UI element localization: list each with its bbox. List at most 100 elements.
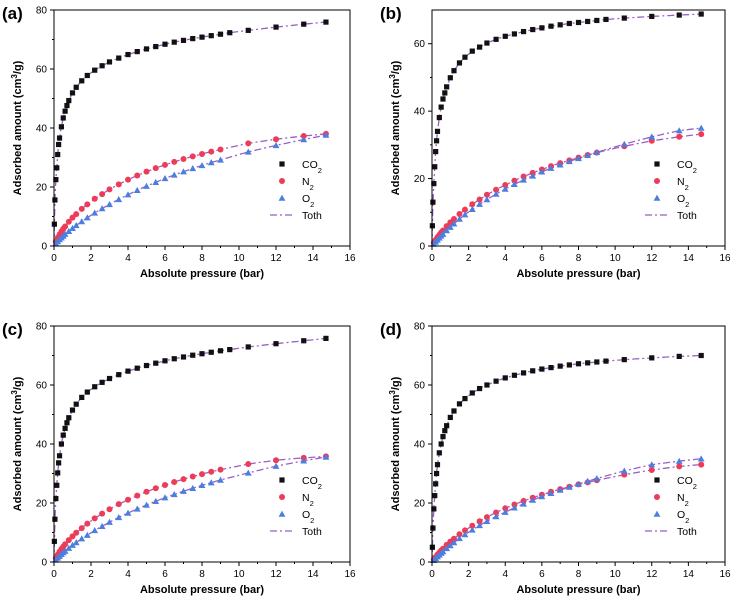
data-point-CO2 <box>444 423 450 429</box>
y-tick-label: 20 <box>36 183 48 194</box>
data-point-N2 <box>648 466 655 473</box>
legend-label: Toth <box>677 526 697 538</box>
legend-marker <box>654 178 660 184</box>
legend-label: N2 <box>677 176 689 192</box>
data-point-O2 <box>556 161 564 168</box>
data-point-N2 <box>180 476 187 483</box>
data-point-O2 <box>322 131 330 138</box>
data-point-O2 <box>91 209 99 216</box>
data-point-N2 <box>69 533 76 540</box>
x-tick-label: 16 <box>344 569 356 580</box>
data-point-O2 <box>443 545 451 552</box>
data-point-O2 <box>143 501 150 508</box>
data-point-N2 <box>476 196 483 203</box>
data-point-O2 <box>520 176 527 183</box>
y-tick-label: 0 <box>41 558 47 569</box>
data-point-CO2 <box>199 351 205 357</box>
data-point-CO2 <box>171 356 177 362</box>
data-point-CO2 <box>106 59 113 65</box>
data-point-N2 <box>273 457 279 464</box>
data-point-CO2 <box>99 379 105 385</box>
y-tick-label: 80 <box>36 6 48 17</box>
data-point-O2 <box>65 544 73 551</box>
data-point-O2 <box>152 497 160 504</box>
data-point-N2 <box>443 223 450 230</box>
legend-label-part: O <box>302 509 310 521</box>
data-point-O2 <box>675 457 683 464</box>
data-point-O2 <box>65 227 73 234</box>
data-point-CO2 <box>676 12 682 18</box>
x-tick-label: 14 <box>307 253 319 264</box>
data-point-N2 <box>84 520 91 527</box>
data-point-CO2 <box>153 43 159 50</box>
data-point-N2 <box>189 153 196 160</box>
data-point-O2 <box>446 542 454 549</box>
x-tick-label: 0 <box>51 569 57 580</box>
data-point-CO2 <box>54 165 60 171</box>
data-point-CO2 <box>84 72 90 79</box>
data-point-O2 <box>161 494 169 501</box>
data-point-N2 <box>245 461 252 468</box>
data-point-CO2 <box>52 516 58 522</box>
x-tick-label: 16 <box>719 253 731 264</box>
legend-label: CO2 <box>302 159 322 175</box>
data-point-CO2 <box>190 352 196 358</box>
data-point-N2 <box>245 140 252 147</box>
data-point-O2 <box>584 477 592 484</box>
data-point-CO2 <box>438 441 444 447</box>
data-point-CO2 <box>447 414 453 421</box>
legend-label-part: O <box>302 193 310 205</box>
data-point-N2 <box>134 172 141 179</box>
data-point-O2 <box>198 481 206 489</box>
data-point-O2 <box>446 223 454 230</box>
data-point-CO2 <box>477 385 483 392</box>
data-point-CO2 <box>585 18 591 25</box>
data-point-CO2 <box>484 40 490 46</box>
legend-marker <box>654 494 660 500</box>
data-point-CO2 <box>566 20 572 27</box>
data-point-CO2 <box>432 164 438 170</box>
data-point-O2 <box>198 162 206 169</box>
legend-label-part: CO <box>302 475 318 487</box>
panel-label: (a) <box>2 4 23 23</box>
data-point-CO2 <box>301 21 307 27</box>
data-point-N2 <box>217 146 224 153</box>
data-point-CO2 <box>433 470 440 477</box>
data-point-CO2 <box>245 344 251 350</box>
data-point-O2 <box>439 230 447 237</box>
data-point-CO2 <box>438 104 444 110</box>
data-point-CO2 <box>493 36 499 42</box>
data-point-N2 <box>65 537 72 544</box>
data-point-N2 <box>511 177 518 184</box>
x-tick-label: 10 <box>610 569 622 580</box>
x-tick-label: 12 <box>270 253 282 264</box>
data-point-O2 <box>91 527 99 534</box>
data-point-N2 <box>99 191 106 198</box>
data-point-N2 <box>189 473 196 480</box>
data-point-O2 <box>565 483 573 490</box>
y-axis-label: Adsorbed amount (cm3/g) <box>10 60 25 195</box>
data-point-CO2 <box>125 51 131 58</box>
data-point-CO2 <box>125 368 131 374</box>
y-tick-label: 60 <box>414 381 426 392</box>
data-point-O2 <box>575 480 582 487</box>
data-point-CO2 <box>566 362 572 368</box>
data-point-N2 <box>502 181 509 188</box>
x-tick-label: 12 <box>646 569 658 580</box>
legend-marker <box>279 477 285 483</box>
legend-label-subscript: 2 <box>693 482 697 491</box>
data-point-CO2 <box>64 420 70 426</box>
toth-curve-O2 <box>431 458 702 563</box>
data-point-CO2 <box>323 19 329 25</box>
y-label-superscript: 3 <box>388 390 397 395</box>
data-point-O2 <box>217 476 224 483</box>
data-point-O2 <box>161 175 169 182</box>
data-point-O2 <box>483 196 491 203</box>
data-point-CO2 <box>594 359 600 365</box>
data-point-CO2 <box>143 362 150 369</box>
x-tick-label: 14 <box>683 253 695 264</box>
data-point-N2 <box>162 161 168 168</box>
data-point-N2 <box>676 463 683 470</box>
data-point-O2 <box>207 159 215 166</box>
data-point-CO2 <box>440 434 446 440</box>
